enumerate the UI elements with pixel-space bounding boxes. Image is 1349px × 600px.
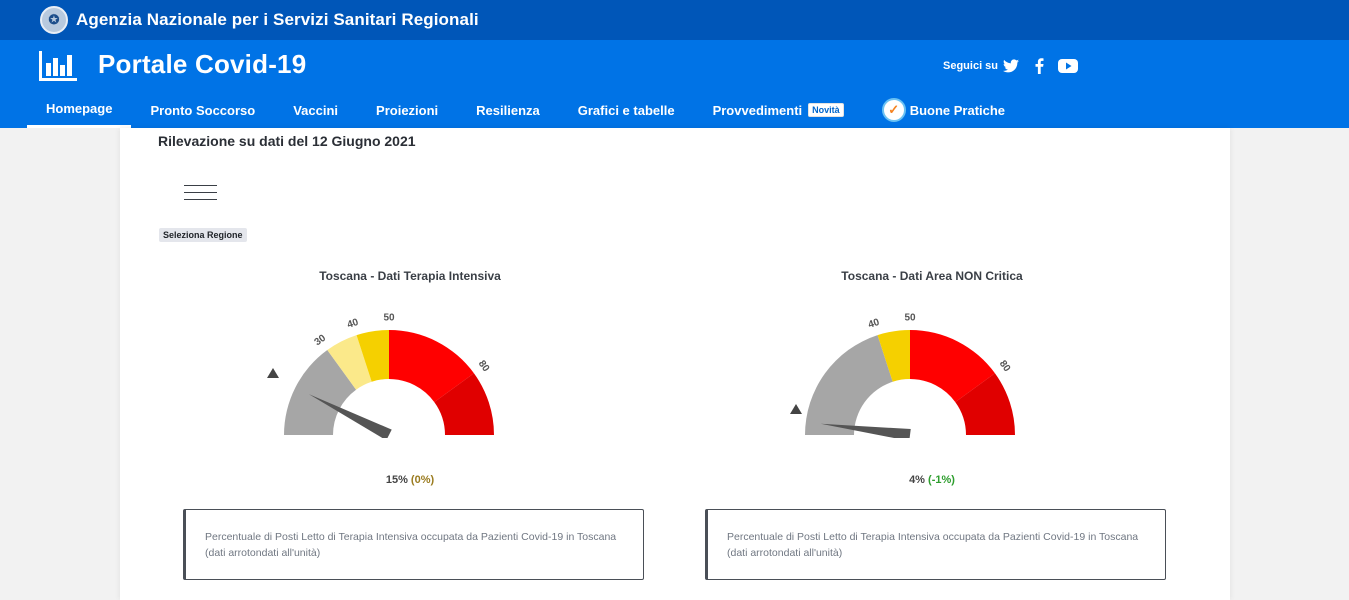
gauge-title-intensive: Toscana - Dati Terapia Intensiva — [319, 269, 501, 283]
previous-value-marker-icon — [267, 368, 279, 378]
gauge-band-red — [389, 330, 474, 403]
republic-emblem-icon: ✪ — [40, 6, 68, 34]
nav-provvedimenti[interactable]: Provvedimenti Novità — [694, 92, 863, 128]
facebook-icon[interactable] — [1033, 57, 1045, 75]
select-region-label[interactable]: Seleziona Regione — [159, 228, 247, 242]
content-card: Rilevazione su dati del 12 Giugno 2021 S… — [120, 128, 1230, 600]
gauge-needle — [308, 394, 392, 438]
gauge-description-intensive: Percentuale di Posti Letto di Terapia In… — [183, 509, 644, 580]
previous-value-marker-icon — [790, 404, 802, 414]
gauge-title-noncritical: Toscana - Dati Area NON Critica — [841, 269, 1023, 283]
gauge-diff: (-1%) — [928, 474, 955, 486]
main-nav: Homepage Pronto Soccorso Vaccini Proiezi… — [27, 92, 1024, 128]
nav-buone-pratiche-label: Buone Pratiche — [909, 102, 1006, 118]
nav-pronto-soccorso-label: Pronto Soccorso — [150, 102, 256, 118]
gauge-band-yellow — [877, 330, 910, 382]
gauge-intensive-care: 30 40 50 80 — [267, 313, 494, 438]
gauge-tick-label: 50 — [383, 313, 395, 324]
nav-resilienza[interactable]: Resilienza — [457, 92, 559, 128]
gauge-band-gray — [805, 335, 893, 435]
nav-vaccini[interactable]: Vaccini — [274, 92, 357, 128]
nav-buone-pratiche[interactable]: ✓ Buone Pratiche — [863, 92, 1024, 128]
bar-chart-logo-icon[interactable] — [38, 49, 78, 83]
gauge-percent: 4% — [909, 474, 925, 486]
youtube-icon[interactable] — [1058, 57, 1078, 75]
gauge-band-gray — [284, 350, 357, 435]
nav-grafici-label: Grafici e tabelle — [577, 102, 675, 118]
gauge-tick-label: 80 — [476, 359, 492, 375]
nav-pronto-soccorso[interactable]: Pronto Soccorso — [131, 92, 274, 128]
gauge-tick-label: 40 — [867, 317, 881, 331]
gauge-diff: (0%) — [410, 474, 435, 486]
nav-homepage-label: Homepage — [46, 101, 113, 116]
nav-homepage[interactable]: Homepage — [27, 92, 132, 128]
gauge-band-light-yellow — [327, 335, 372, 390]
follow-label: Seguici su — [943, 60, 999, 72]
agency-bar: ✪ Agenzia Nazionale per i Servizi Sanita… — [0, 0, 1349, 40]
gauge-needle — [820, 423, 911, 438]
gauge-band-dark-red — [955, 373, 1015, 435]
gauge-tick-label: 40 — [346, 317, 360, 331]
twitter-icon[interactable] — [1002, 57, 1020, 75]
nav-provvedimenti-label: Provvedimenti — [712, 102, 803, 118]
gauge-tick-label: 50 — [904, 313, 916, 324]
gauge-percent: 15% — [385, 474, 408, 486]
portal-title[interactable]: Portale Covid-19 — [98, 49, 307, 79]
menu-icon[interactable] — [184, 185, 217, 201]
new-badge: Novità — [808, 103, 844, 117]
gauge-non-critical-area: 40 50 80 — [790, 313, 1015, 438]
nav-grafici-tabelle[interactable]: Grafici e tabelle — [559, 92, 694, 128]
gauge-value-noncritical: 4% (-1%) — [832, 474, 1032, 486]
gauge-tick-label: 80 — [997, 359, 1013, 375]
check-badge-icon: ✓ — [881, 98, 906, 122]
gauge-band-yellow — [356, 330, 389, 382]
nav-resilienza-label: Resilienza — [476, 102, 540, 118]
survey-date: Rilevazione su dati del 12 Giugno 2021 — [158, 133, 416, 149]
nav-proiezioni[interactable]: Proiezioni — [357, 92, 457, 128]
gauge-tick-label: 30 — [313, 332, 329, 348]
portal-header: Portale Covid-19 Seguici su Homepage Pro… — [0, 40, 1349, 128]
gauge-description-noncritical: Percentuale di Posti Letto di Terapia In… — [705, 509, 1166, 580]
gauge-value-intensive: 15% (0%) — [310, 474, 510, 486]
gauge-band-red — [910, 330, 995, 403]
gauge-band-dark-red — [434, 373, 494, 435]
nav-proiezioni-label: Proiezioni — [376, 102, 439, 118]
nav-vaccini-label: Vaccini — [293, 102, 339, 118]
agency-name[interactable]: Agenzia Nazionale per i Servizi Sanitari… — [76, 10, 479, 29]
